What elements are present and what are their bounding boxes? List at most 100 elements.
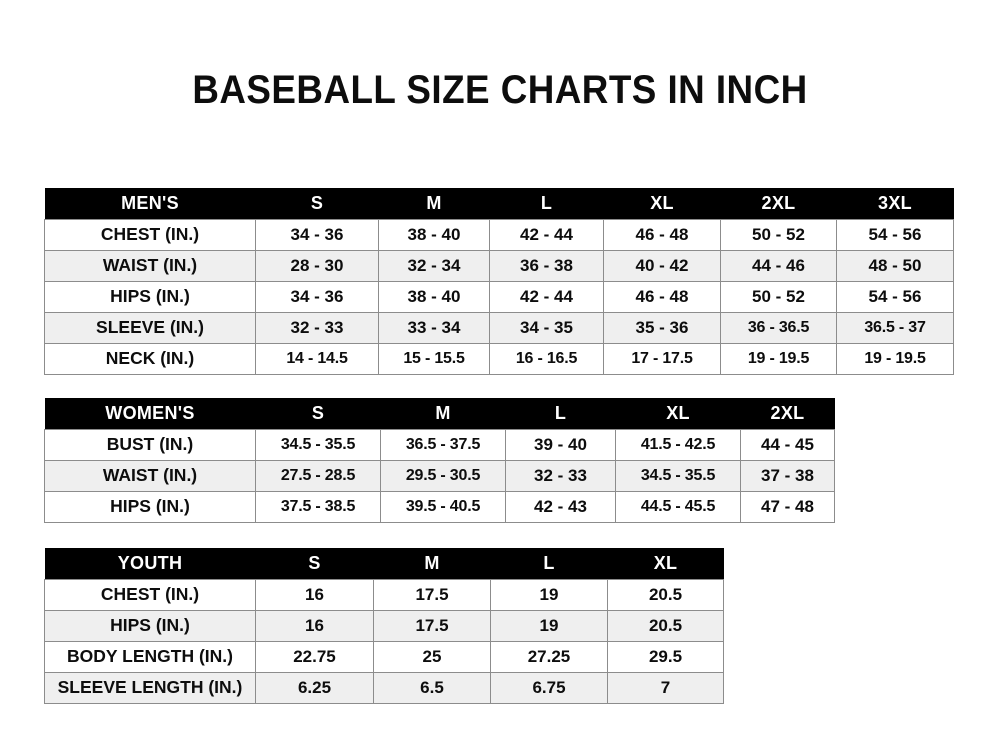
mens-size-table: MEN'S S M L XL 2XL 3XL CHEST (IN.) 34 - … (44, 188, 954, 375)
table-row: HIPS (IN.) 37.5 - 38.5 39.5 - 40.5 42 - … (44, 490, 835, 523)
mens-sleeve-3xl: 36.5 - 37 (836, 311, 954, 344)
youth-chest-s: 16 (255, 578, 374, 611)
womens-category-label: WOMEN'S (44, 398, 256, 429)
mens-chest-m: 38 - 40 (378, 218, 490, 251)
womens-hips-m: 39.5 - 40.5 (380, 490, 506, 523)
youth-header-row: YOUTH S M L XL (44, 548, 724, 579)
youth-chest-m: 17.5 (373, 578, 491, 611)
mens-hips-m: 38 - 40 (378, 280, 490, 313)
mens-sleeve-l: 34 - 35 (489, 311, 604, 344)
womens-header-row: WOMEN'S S M L XL 2XL (44, 398, 835, 429)
mens-size-header-2xl: 2XL (720, 188, 837, 219)
mens-table-body: CHEST (IN.) 34 - 36 38 - 40 42 - 44 46 -… (44, 218, 954, 375)
youth-body-length-m: 25 (373, 640, 491, 673)
youth-body-length-l: 27.25 (490, 640, 608, 673)
youth-hips-m: 17.5 (373, 609, 491, 642)
mens-hips-3xl: 54 - 56 (836, 280, 954, 313)
mens-neck-2xl: 19 - 19.5 (720, 342, 837, 375)
womens-waist-s: 27.5 - 28.5 (255, 459, 381, 492)
mens-chest-xl: 46 - 48 (603, 218, 721, 251)
mens-sleeve-2xl: 36 - 36.5 (720, 311, 837, 344)
mens-chest-l: 42 - 44 (489, 218, 604, 251)
womens-size-header-s: S (255, 398, 381, 429)
mens-size-header-l: L (489, 188, 604, 219)
mens-sleeve-xl: 35 - 36 (603, 311, 721, 344)
womens-size-header-l: L (505, 398, 616, 429)
womens-bust-xl: 41.5 - 42.5 (615, 428, 741, 461)
mens-waist-l: 36 - 38 (489, 249, 604, 282)
womens-waist-xl: 34.5 - 35.5 (615, 459, 741, 492)
mens-header-row: MEN'S S M L XL 2XL 3XL (44, 188, 954, 219)
womens-size-header-m: M (380, 398, 506, 429)
table-row: NECK (IN.) 14 - 14.5 15 - 15.5 16 - 16.5… (44, 342, 954, 375)
mens-waist-3xl: 48 - 50 (836, 249, 954, 282)
youth-chest-xl: 20.5 (607, 578, 724, 611)
youth-chest-l: 19 (490, 578, 608, 611)
youth-table-header: YOUTH S M L XL (44, 548, 724, 579)
mens-waist-xl: 40 - 42 (603, 249, 721, 282)
table-row: HIPS (IN.) 34 - 36 38 - 40 42 - 44 46 - … (44, 280, 954, 313)
table-row: BUST (IN.) 34.5 - 35.5 36.5 - 37.5 39 - … (44, 428, 835, 461)
mens-table-header: MEN'S S M L XL 2XL 3XL (44, 188, 954, 219)
mens-neck-3xl: 19 - 19.5 (836, 342, 954, 375)
mens-waist-s: 28 - 30 (255, 249, 379, 282)
youth-body-length-xl: 29.5 (607, 640, 724, 673)
table-row: SLEEVE LENGTH (IN.) 6.25 6.5 6.75 7 (44, 671, 724, 704)
mens-waist-2xl: 44 - 46 (720, 249, 837, 282)
mens-row-label-sleeve: SLEEVE (IN.) (44, 311, 256, 344)
mens-size-header-3xl: 3XL (836, 188, 954, 219)
mens-chest-2xl: 50 - 52 (720, 218, 837, 251)
womens-bust-2xl: 44 - 45 (740, 428, 835, 461)
mens-chest-s: 34 - 36 (255, 218, 379, 251)
youth-sleeve-length-s: 6.25 (255, 671, 374, 704)
womens-hips-l: 42 - 43 (505, 490, 616, 523)
womens-table-header: WOMEN'S S M L XL 2XL (44, 398, 835, 429)
table-row: WAIST (IN.) 28 - 30 32 - 34 36 - 38 40 -… (44, 249, 954, 282)
mens-size-header-s: S (255, 188, 379, 219)
youth-sleeve-length-xl: 7 (607, 671, 724, 704)
youth-row-label-chest: CHEST (IN.) (44, 578, 256, 611)
womens-waist-2xl: 37 - 38 (740, 459, 835, 492)
youth-sleeve-length-l: 6.75 (490, 671, 608, 704)
womens-row-label-bust: BUST (IN.) (44, 428, 256, 461)
mens-neck-s: 14 - 14.5 (255, 342, 379, 375)
table-row: HIPS (IN.) 16 17.5 19 20.5 (44, 609, 724, 642)
mens-hips-l: 42 - 44 (489, 280, 604, 313)
womens-hips-s: 37.5 - 38.5 (255, 490, 381, 523)
mens-hips-s: 34 - 36 (255, 280, 379, 313)
womens-size-header-2xl: 2XL (740, 398, 835, 429)
youth-sleeve-length-m: 6.5 (373, 671, 491, 704)
womens-bust-l: 39 - 40 (505, 428, 616, 461)
youth-hips-s: 16 (255, 609, 374, 642)
womens-size-table: WOMEN'S S M L XL 2XL BUST (IN.) 34.5 - 3… (44, 398, 835, 523)
youth-hips-l: 19 (490, 609, 608, 642)
youth-category-label: YOUTH (44, 548, 256, 579)
mens-row-label-waist: WAIST (IN.) (44, 249, 256, 282)
womens-row-label-waist: WAIST (IN.) (44, 459, 256, 492)
mens-size-header-m: M (378, 188, 490, 219)
womens-table-body: BUST (IN.) 34.5 - 35.5 36.5 - 37.5 39 - … (44, 428, 835, 523)
womens-row-label-hips: HIPS (IN.) (44, 490, 256, 523)
table-row: WAIST (IN.) 27.5 - 28.5 29.5 - 30.5 32 -… (44, 459, 835, 492)
table-row: SLEEVE (IN.) 32 - 33 33 - 34 34 - 35 35 … (44, 311, 954, 344)
mens-sleeve-s: 32 - 33 (255, 311, 379, 344)
mens-waist-m: 32 - 34 (378, 249, 490, 282)
youth-size-header-s: S (255, 548, 374, 579)
youth-body-length-s: 22.75 (255, 640, 374, 673)
mens-sleeve-m: 33 - 34 (378, 311, 490, 344)
youth-hips-xl: 20.5 (607, 609, 724, 642)
table-row: CHEST (IN.) 16 17.5 19 20.5 (44, 578, 724, 611)
page-title: BASEBALL SIZE CHARTS IN INCH (192, 68, 808, 112)
mens-neck-m: 15 - 15.5 (378, 342, 490, 375)
youth-row-label-sleeve-length: SLEEVE LENGTH (IN.) (44, 671, 256, 704)
mens-row-label-neck: NECK (IN.) (44, 342, 256, 375)
youth-row-label-hips: HIPS (IN.) (44, 609, 256, 642)
mens-hips-xl: 46 - 48 (603, 280, 721, 313)
mens-row-label-hips: HIPS (IN.) (44, 280, 256, 313)
womens-bust-m: 36.5 - 37.5 (380, 428, 506, 461)
mens-category-label: MEN'S (44, 188, 256, 219)
youth-size-header-l: L (490, 548, 608, 579)
youth-size-header-xl: XL (607, 548, 724, 579)
womens-hips-2xl: 47 - 48 (740, 490, 835, 523)
